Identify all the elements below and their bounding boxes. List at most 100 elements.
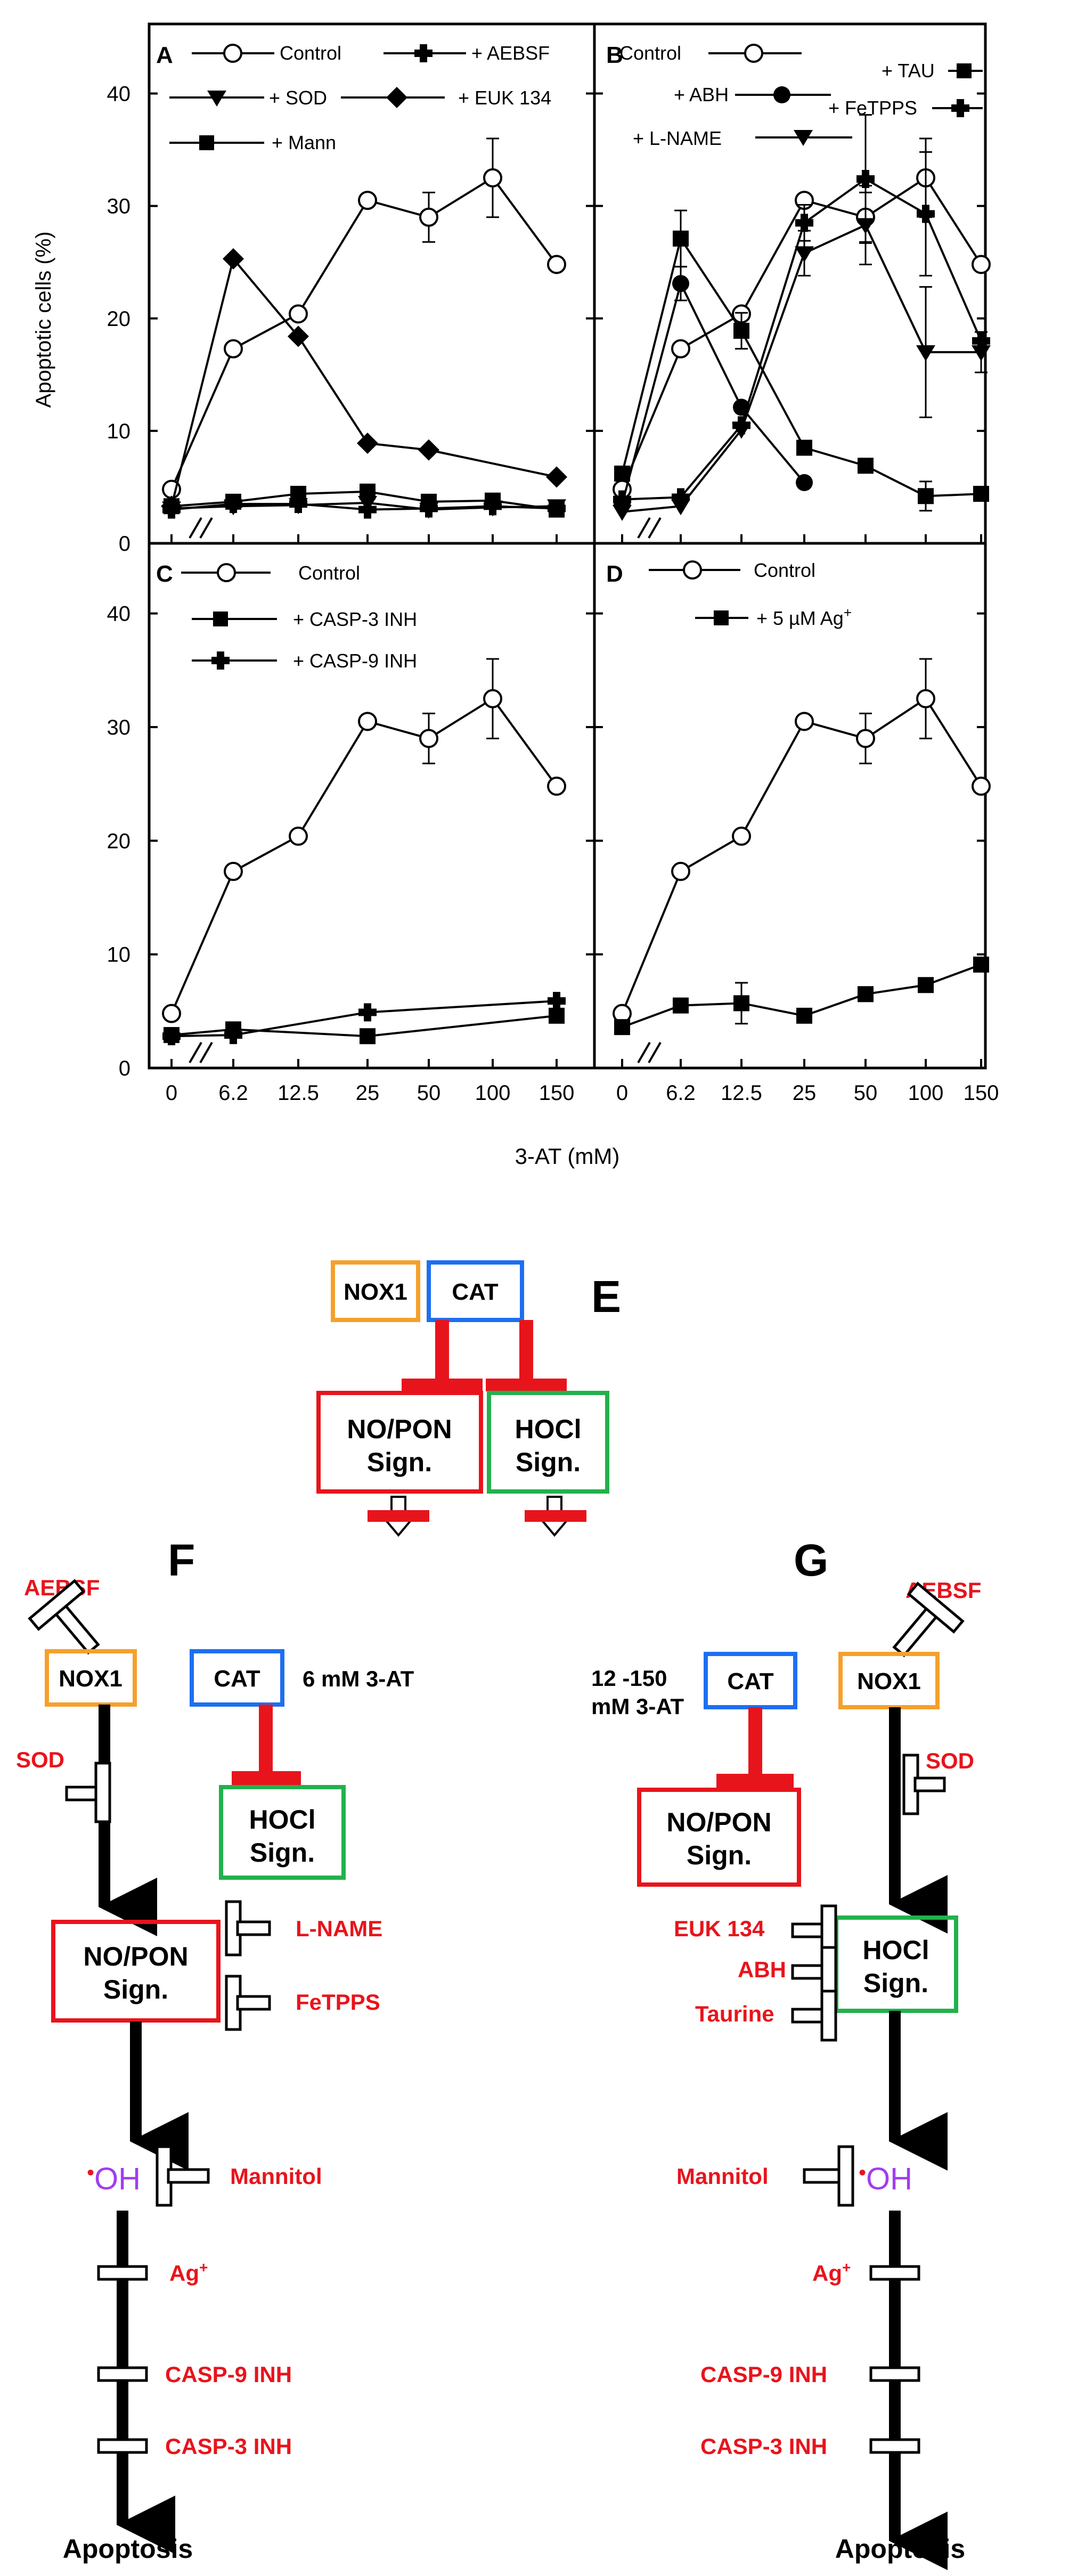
legend-euk-label: + EUK 134 xyxy=(458,87,551,109)
axis-break xyxy=(189,1041,213,1064)
hydroxyl-radical-text: OH xyxy=(866,2162,912,2196)
data-point xyxy=(483,689,502,708)
legend-lname-marker xyxy=(794,130,813,146)
data-point xyxy=(858,986,874,1002)
x-tick-label: 25 xyxy=(793,1081,817,1105)
ag-label: Ag+ xyxy=(812,2259,851,2286)
legend-casp9-marker xyxy=(211,651,230,670)
data-point xyxy=(290,486,306,502)
legend-control-marker xyxy=(683,560,702,580)
data-point xyxy=(224,339,243,358)
y-tick-label: 10 xyxy=(107,943,131,967)
nopon-label-line1: NO/PON xyxy=(347,1414,452,1444)
hocl-label-line1: HOCl xyxy=(249,1805,316,1835)
y-tick-label: 0 xyxy=(119,532,130,556)
ag-text: Ag xyxy=(169,2261,199,2286)
hocl-label-line2: Sign. xyxy=(516,1447,581,1477)
x-tick-label: 50 xyxy=(854,1081,878,1105)
data-point xyxy=(358,191,377,210)
data-point xyxy=(358,496,377,512)
chart-frame xyxy=(148,22,987,1070)
data-point xyxy=(673,997,689,1014)
ag-inhibitor xyxy=(869,2265,920,2281)
data-point xyxy=(358,1003,377,1022)
x-tick-label: 12.5 xyxy=(721,1081,762,1105)
hocl-label-line1: HOCl xyxy=(515,1414,582,1444)
legend-ag-superscript: + xyxy=(844,605,852,621)
data-point xyxy=(614,1019,630,1036)
data-point xyxy=(733,323,749,339)
panel-b-letter: B xyxy=(606,42,623,68)
diagram-e: NOX1 CAT E NO/PON Sign. HOCl Sign. xyxy=(316,1260,621,1537)
panel-c-letter: C xyxy=(156,561,173,587)
legend-control-marker xyxy=(744,44,763,63)
data-point xyxy=(613,504,632,521)
data-point xyxy=(856,170,875,188)
data-point xyxy=(671,861,690,881)
legend-casp3-label: + CASP-3 INH xyxy=(293,608,417,630)
legend-control-label: Control xyxy=(754,559,815,581)
apoptosis-label: Apoptosis xyxy=(835,2534,965,2564)
x-tick-label: 0 xyxy=(616,1081,628,1105)
data-point xyxy=(732,826,751,846)
nox1-label: NOX1 xyxy=(857,1668,921,1694)
hydroxyl-radical-text: OH xyxy=(94,2162,141,2196)
data-point xyxy=(224,861,243,881)
ag-superscript: + xyxy=(842,2259,851,2276)
legend-aebsf-label: + AEBSF xyxy=(471,42,550,64)
data-point xyxy=(289,498,308,515)
mannitol-inhibitor xyxy=(803,2145,854,2207)
y-tick-label: 40 xyxy=(107,602,131,626)
hocl-label-line1: HOCl xyxy=(863,1935,929,1965)
series-line xyxy=(171,1000,557,1038)
data-point xyxy=(918,488,934,504)
x-tick-label: 6.2 xyxy=(218,1081,248,1105)
panel-d-letter: D xyxy=(606,561,623,587)
dose-label: 6 mM 3-AT xyxy=(303,1666,414,1691)
legend-abh-marker xyxy=(773,86,790,103)
legend-casp9-label: + CASP-9 INH xyxy=(293,650,417,672)
euk-label: EUK 134 xyxy=(674,1916,765,1941)
data-point xyxy=(223,248,244,270)
x-tick-label: 100 xyxy=(908,1081,944,1105)
nox1-label: NOX1 xyxy=(59,1666,123,1692)
panel-d xyxy=(613,658,991,1064)
data-point xyxy=(549,1007,565,1024)
lname-inhibitor xyxy=(225,1900,271,1957)
legend-sod-label: + SOD xyxy=(269,87,327,109)
data-point xyxy=(614,466,630,482)
diagram-e-letter: E xyxy=(591,1271,621,1322)
series-casp-9-inh xyxy=(162,992,566,1046)
data-point xyxy=(672,488,690,507)
nopon-label-line1: NO/PON xyxy=(666,1807,771,1837)
series-line xyxy=(621,280,805,504)
legend-casp3-marker xyxy=(213,612,228,626)
data-point xyxy=(418,439,439,461)
y-tick-label: 20 xyxy=(107,307,131,331)
y-tick-label: 10 xyxy=(107,420,131,443)
series-tau xyxy=(614,209,989,512)
lname-label: L-NAME xyxy=(296,1916,382,1941)
x-tick-label: 50 xyxy=(417,1081,441,1105)
series-l-name xyxy=(613,185,991,521)
data-point xyxy=(973,956,989,973)
legend-tau-label: + TAU xyxy=(882,60,935,81)
data-point xyxy=(225,493,241,510)
data-point xyxy=(419,207,438,227)
cat-box xyxy=(190,1649,284,1707)
cat-box xyxy=(427,1260,524,1322)
data-point xyxy=(673,230,689,247)
nopon-box xyxy=(51,1920,221,2023)
legend-b: Control + ABH + L-NAME + TAU + FeTPPS xyxy=(619,42,983,149)
data-point xyxy=(613,490,631,509)
hocl-box xyxy=(487,1391,609,1494)
series-control xyxy=(162,137,566,499)
data-point xyxy=(546,466,567,488)
data-point xyxy=(796,474,813,491)
data-point xyxy=(732,416,750,435)
series-euk-134 xyxy=(161,248,567,517)
legend-ag-label: + 5 µM Ag+ xyxy=(756,605,852,629)
data-point xyxy=(289,826,308,846)
blocked-output-hocl xyxy=(525,1496,586,1537)
